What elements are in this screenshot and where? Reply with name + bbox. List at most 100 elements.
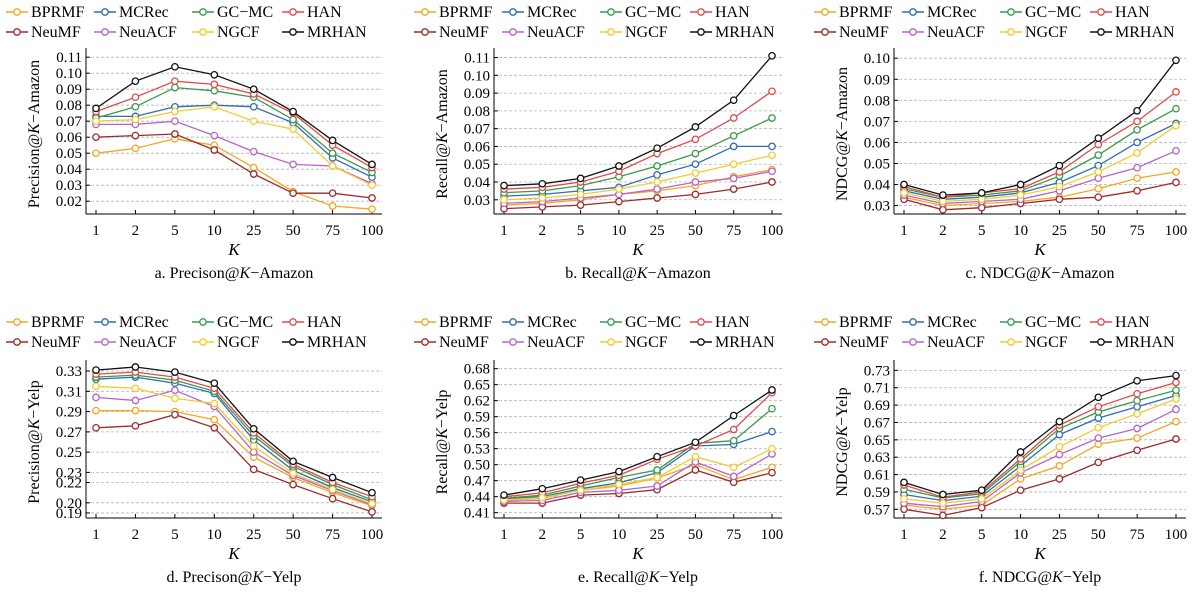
data-point <box>1094 134 1103 143</box>
legend-label: MCRec <box>119 4 169 21</box>
legend-label: HAN <box>715 314 750 331</box>
y-tick-label: 0.29 <box>56 405 82 421</box>
legend-marker-icon <box>199 8 207 16</box>
x-tick-label: 75 <box>1130 223 1145 239</box>
y-tick-label: 0.03 <box>464 193 490 209</box>
chart-panel-4: BPRMF MCRec GC−MC HAN NeuMF NeuACF NGCF MRHAN 0.… <box>6 314 383 586</box>
y-tick-label: 0.31 <box>56 384 82 400</box>
y-axis-label: NDCG@K−Amazon <box>834 67 851 201</box>
panel-caption: a. Precison@K−Amazon <box>155 265 314 282</box>
panel-caption-part: c. NDCG@ <box>965 265 1040 282</box>
legend-label: MRHAN <box>307 24 367 41</box>
data-point <box>729 472 738 481</box>
data-point <box>368 508 376 516</box>
panel-caption-part: b. Recall@ <box>565 265 637 282</box>
legend-marker-icon <box>1007 338 1015 346</box>
data-point <box>1172 146 1180 155</box>
y-tick-label: 0.07 <box>864 114 891 130</box>
data-point <box>249 442 258 450</box>
series-line <box>95 371 373 498</box>
legend-marker-icon <box>909 28 917 36</box>
legend-label: NeuMF <box>839 334 889 351</box>
y-axis-label-part: K <box>834 129 851 142</box>
data-point <box>768 178 776 186</box>
legend-item: NeuACF <box>902 334 985 351</box>
legend-item: NGCF <box>600 334 668 351</box>
data-point <box>1094 414 1103 422</box>
series-line <box>903 438 1177 517</box>
series-line <box>503 392 773 498</box>
y-axis-label-part: K <box>26 417 43 430</box>
data-point <box>92 133 100 142</box>
y-tick-label: 0.05 <box>864 156 890 172</box>
legend-item: NeuMF <box>814 334 889 351</box>
legend-label: MCRec <box>119 314 169 331</box>
data-point <box>1172 104 1180 113</box>
y-tick-label: 0.67 <box>864 415 891 431</box>
data-point <box>691 466 700 474</box>
data-point <box>328 149 337 158</box>
data-point <box>500 181 508 190</box>
legend-label: NGCF <box>625 334 668 351</box>
data-point <box>768 142 776 151</box>
data-point <box>368 499 376 508</box>
data-point <box>368 205 376 214</box>
data-point <box>939 197 947 206</box>
data-point <box>653 185 661 193</box>
legend-label: NeuMF <box>31 24 81 41</box>
data-point <box>1094 402 1103 411</box>
x-tick-label: 100 <box>361 527 384 543</box>
y-tick-label: 0.73 <box>864 363 890 379</box>
data-point <box>691 135 700 144</box>
legend-label: NGCF <box>625 24 668 41</box>
panel-caption-part: −Yelp <box>263 569 302 586</box>
x-tick-label: 1 <box>92 527 100 543</box>
legend-item: NeuMF <box>6 334 81 351</box>
series-line <box>503 408 773 499</box>
data-point <box>939 191 947 199</box>
data-point <box>500 491 508 499</box>
data-point <box>653 144 661 153</box>
y-tick-label: 0.22 <box>56 476 82 492</box>
legend-marker-icon <box>909 318 917 326</box>
data-point <box>768 167 776 176</box>
data-point <box>131 406 140 415</box>
x-tick-label: 25 <box>650 527 665 543</box>
data-point <box>977 195 986 204</box>
data-point <box>171 107 179 116</box>
legend-label: MRHAN <box>1115 24 1175 41</box>
data-point <box>1016 486 1025 495</box>
y-tick-label: 0.71 <box>864 381 890 397</box>
x-tick-label: 5 <box>978 527 986 543</box>
legend-label: MRHAN <box>1115 334 1175 351</box>
x-tick-label: 25 <box>1052 527 1067 543</box>
data-point <box>210 423 219 432</box>
data-point <box>729 425 738 434</box>
series-line <box>903 374 1177 496</box>
series-ngcf <box>900 121 1180 206</box>
x-tick-label: 50 <box>688 223 703 239</box>
x-tick-label: 25 <box>246 223 261 239</box>
x-tick-label: 5 <box>171 527 179 543</box>
legend: BPRMF MCRec GC−MC HAN NeuMF NeuACF NGCF MRHAN <box>414 4 775 41</box>
data-point <box>210 86 219 95</box>
panel-caption-part: K <box>251 569 264 586</box>
legend-item: NeuMF <box>6 24 81 41</box>
y-tick-label: 0.41 <box>464 506 490 522</box>
data-point <box>1094 184 1103 193</box>
series-line <box>95 376 373 503</box>
legend: BPRMF MCRec GC−MC HAN NeuMF NeuACF NGCF MRHAN <box>414 314 775 351</box>
legend-marker-icon <box>1007 318 1015 326</box>
legend-item: NGCF <box>192 334 260 351</box>
x-tick-label: 75 <box>325 223 340 239</box>
series-line <box>503 448 773 501</box>
legend-item: NeuMF <box>414 334 489 351</box>
series-mrhan <box>92 363 376 497</box>
legend-item: BPRMF <box>814 314 892 331</box>
data-point <box>1133 138 1141 147</box>
series-line <box>95 413 373 513</box>
series-line <box>95 80 373 169</box>
data-point <box>210 70 219 79</box>
data-point <box>615 185 623 193</box>
y-tick-label: 0.03 <box>56 178 82 194</box>
